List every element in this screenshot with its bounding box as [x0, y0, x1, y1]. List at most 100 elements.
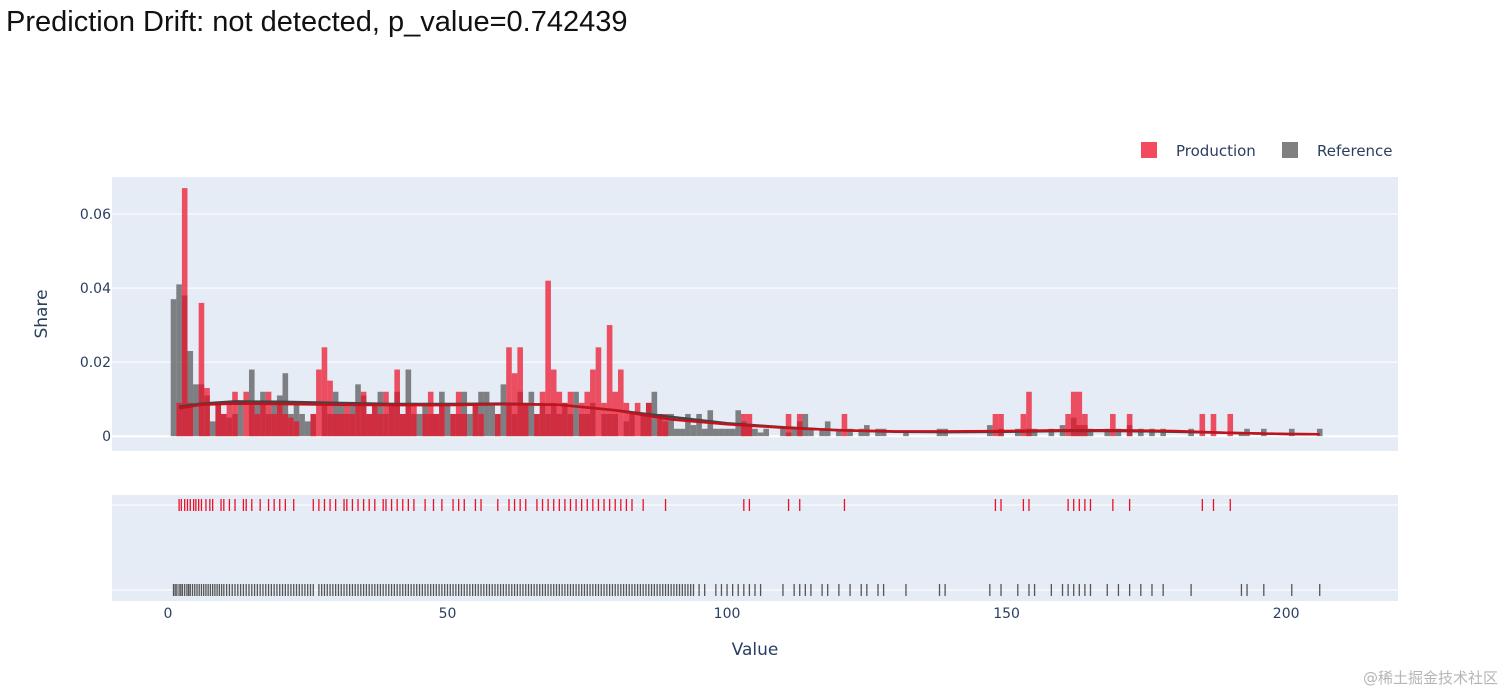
reference-bar[interactable]: [757, 432, 764, 437]
production-bar[interactable]: [366, 413, 372, 437]
reference-bar[interactable]: [500, 384, 507, 437]
production-bar[interactable]: [640, 413, 646, 437]
production-bar[interactable]: [1210, 413, 1217, 437]
production-bar[interactable]: [478, 413, 484, 437]
production-bar[interactable]: [1070, 391, 1077, 437]
production-bar[interactable]: [1126, 413, 1133, 437]
production-bar[interactable]: [411, 402, 417, 437]
production-bar[interactable]: [562, 402, 568, 437]
reference-bar[interactable]: [170, 299, 177, 437]
production-bar[interactable]: [433, 413, 440, 437]
reference-bar[interactable]: [193, 384, 199, 437]
production-bar[interactable]: [522, 402, 529, 437]
reference-bar[interactable]: [1104, 428, 1111, 437]
production-bar[interactable]: [998, 413, 1004, 437]
production-bar[interactable]: [355, 402, 361, 437]
reference-bar[interactable]: [673, 428, 680, 437]
production-bar[interactable]: [226, 402, 233, 437]
production-bar[interactable]: [645, 402, 652, 437]
production-bar[interactable]: [427, 391, 434, 437]
rug-marks[interactable]: [172, 499, 1321, 596]
production-bar[interactable]: [344, 402, 350, 437]
production-bar[interactable]: [545, 280, 551, 437]
production-bar[interactable]: [556, 391, 563, 437]
production-bar[interactable]: [495, 413, 501, 437]
production-bar[interactable]: [388, 402, 395, 437]
reference-bar[interactable]: [573, 391, 579, 437]
production-bar[interactable]: [349, 413, 356, 437]
reference-bar[interactable]: [903, 432, 909, 437]
production-bar[interactable]: [282, 413, 289, 437]
production-bar[interactable]: [992, 413, 999, 437]
production-bar[interactable]: [841, 413, 848, 437]
reference-bar[interactable]: [209, 421, 216, 437]
reference-bar[interactable]: [718, 428, 725, 437]
production-bar[interactable]: [1227, 413, 1234, 437]
reference-bar[interactable]: [528, 391, 535, 437]
production-bar[interactable]: [601, 402, 607, 437]
production-bar[interactable]: [629, 413, 635, 437]
production-bar[interactable]: [618, 369, 624, 437]
production-bar[interactable]: [450, 413, 456, 437]
production-bar[interactable]: [1082, 413, 1088, 437]
reference-bar[interactable]: [858, 428, 865, 437]
production-bar[interactable]: [517, 347, 523, 437]
reference-bar[interactable]: [679, 428, 686, 437]
reference-bar[interactable]: [1316, 428, 1323, 437]
reference-bar[interactable]: [802, 413, 809, 437]
production-bar[interactable]: [595, 347, 602, 437]
reference-bar[interactable]: [304, 421, 311, 437]
reference-bar[interactable]: [685, 413, 691, 437]
production-bar[interactable]: [472, 402, 479, 437]
production-bar[interactable]: [399, 413, 406, 437]
production-bar[interactable]: [310, 413, 317, 437]
reference-bar[interactable]: [808, 428, 814, 437]
production-bar[interactable]: [657, 413, 663, 437]
production-bar[interactable]: [550, 369, 557, 437]
reference-bar[interactable]: [444, 402, 451, 437]
production-bar[interactable]: [327, 380, 333, 437]
production-bar[interactable]: [1020, 413, 1027, 437]
production-bar[interactable]: [321, 347, 328, 437]
reference-bar[interactable]: [819, 428, 825, 437]
reference-bar[interactable]: [1115, 428, 1122, 437]
reference-bar[interactable]: [483, 391, 490, 437]
reference-bar[interactable]: [668, 413, 674, 437]
production-bar[interactable]: [383, 391, 389, 437]
reference-bar[interactable]: [724, 428, 730, 437]
production-bar[interactable]: [221, 413, 227, 437]
production-bar[interactable]: [623, 402, 630, 437]
production-bar[interactable]: [1076, 391, 1083, 437]
production-bar[interactable]: [796, 413, 803, 437]
legend-item-reference[interactable]: Reference: [1282, 142, 1393, 160]
production-bar[interactable]: [590, 369, 596, 437]
production-bar[interactable]: [539, 391, 546, 437]
reference-bar[interactable]: [847, 428, 853, 437]
production-bar[interactable]: [276, 402, 283, 437]
production-bar[interactable]: [377, 413, 384, 437]
production-bar[interactable]: [293, 421, 300, 437]
production-bar[interactable]: [215, 402, 222, 437]
production-bar[interactable]: [606, 325, 613, 437]
production-bar[interactable]: [271, 413, 277, 437]
production-bar[interactable]: [260, 402, 266, 437]
production-bar[interactable]: [584, 391, 591, 437]
reference-bar[interactable]: [836, 428, 842, 437]
production-bar[interactable]: [187, 402, 194, 437]
production-bar[interactable]: [288, 417, 294, 437]
reference-bar[interactable]: [467, 413, 473, 437]
production-bar[interactable]: [338, 413, 345, 437]
reference-bar[interactable]: [489, 402, 496, 437]
production-bar[interactable]: [176, 402, 182, 437]
reference-bar[interactable]: [416, 413, 423, 437]
production-bar[interactable]: [534, 413, 540, 437]
reference-bar[interactable]: [1087, 428, 1094, 437]
production-bar[interactable]: [662, 413, 669, 437]
reference-bar[interactable]: [713, 428, 719, 437]
production-bar[interactable]: [1065, 413, 1071, 437]
production-bar[interactable]: [360, 391, 367, 437]
reference-bar[interactable]: [187, 351, 194, 437]
production-bar[interactable]: [506, 347, 512, 437]
production-bar[interactable]: [232, 391, 238, 437]
production-bar[interactable]: [461, 413, 468, 437]
